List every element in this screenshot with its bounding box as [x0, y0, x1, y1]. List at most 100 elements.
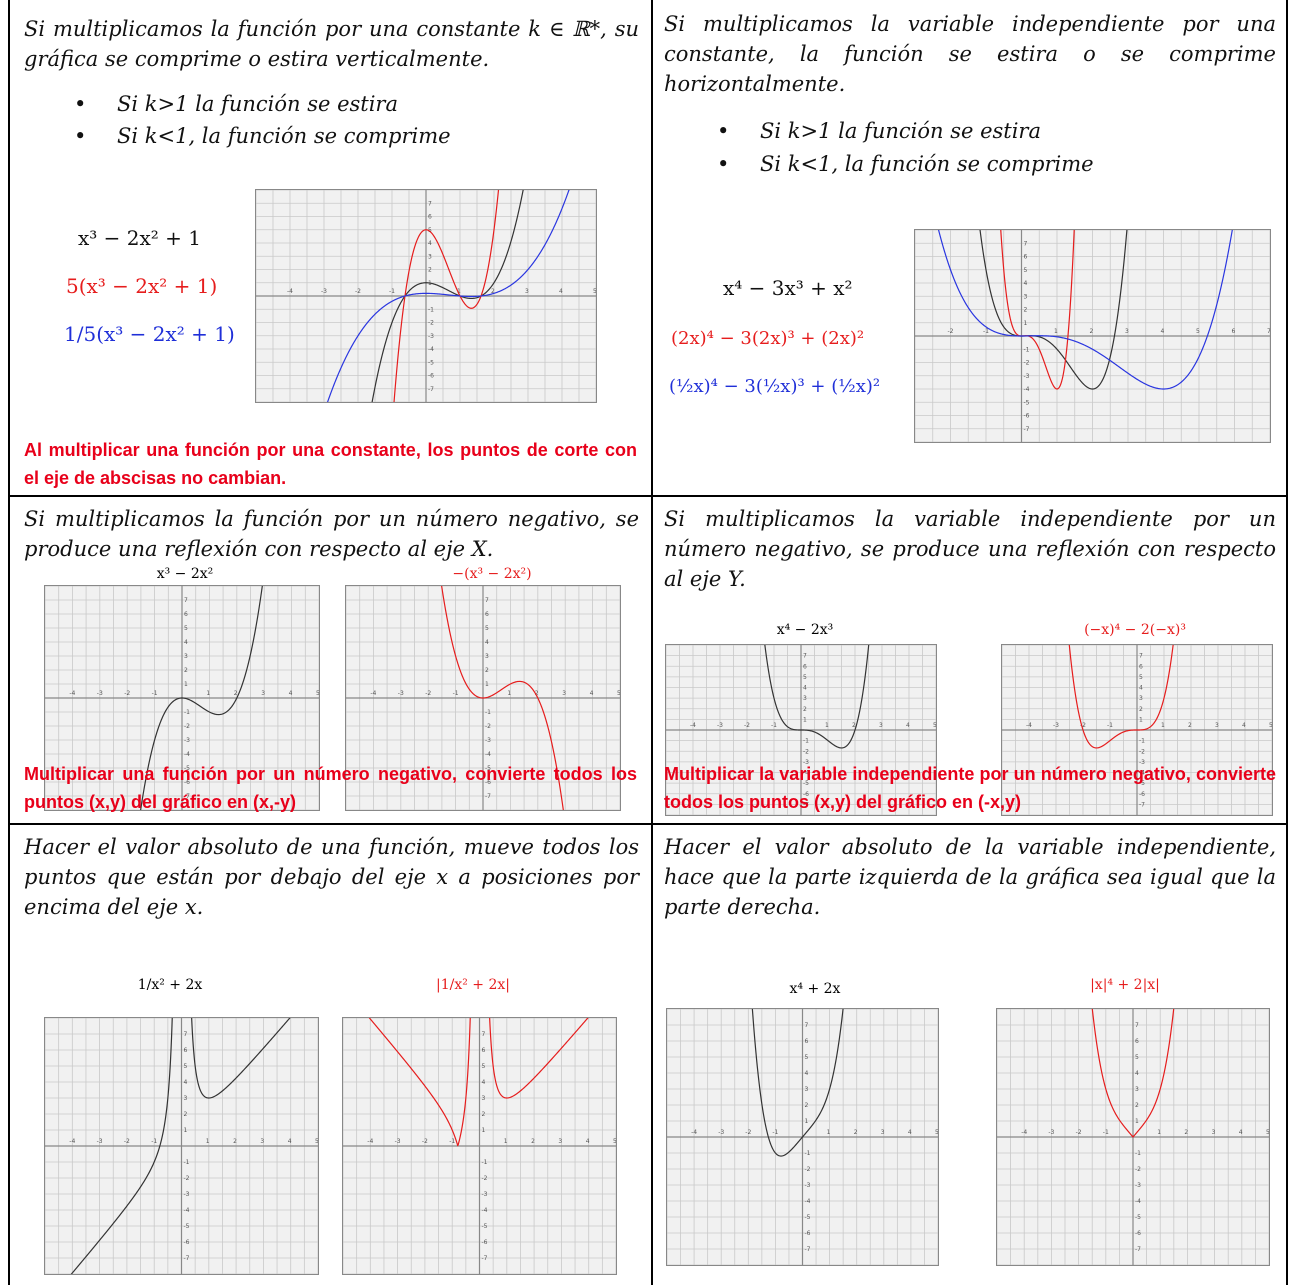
x-tick-label: -1 — [771, 722, 777, 729]
y-tick-label: -6 — [184, 779, 190, 786]
cell-horizontal-scaling-bullet-2: • Si k<1, la función se comprime — [717, 152, 1094, 176]
y-tick-label: -3 — [1135, 1182, 1141, 1189]
y-tick-label: 2 — [805, 1102, 809, 1109]
y-tick-label: 3 — [1135, 1086, 1139, 1093]
x-tick-label: 2 — [1188, 722, 1192, 729]
x-tick-label: -3 — [97, 1138, 103, 1145]
x-tick-label: 2 — [234, 690, 238, 697]
y-tick-label: -2 — [803, 748, 809, 755]
x-tick-label: 4 — [288, 1138, 292, 1145]
y-tick-label: -3 — [482, 1191, 488, 1198]
y-tick-label: -1 — [1024, 346, 1030, 353]
table-border-left — [8, 0, 10, 1285]
y-tick-label: -2 — [482, 1175, 488, 1182]
y-tick-label: 5 — [805, 1054, 809, 1061]
y-tick-label: -2 — [184, 1175, 190, 1182]
x-tick-label: 5 — [613, 1138, 616, 1145]
x-tick-label: 6 — [1232, 328, 1236, 335]
y-tick-label: -7 — [1024, 426, 1030, 433]
y-tick-label: -1 — [482, 1159, 488, 1166]
x-tick-label: -2 — [425, 690, 431, 697]
curve-f2 — [979, 230, 1128, 390]
y-tick-label: -2 — [485, 723, 491, 730]
x-tick-label: 2 — [531, 1138, 535, 1145]
curve-f1x5 — [393, 190, 500, 402]
y-tick-label: 3 — [485, 653, 489, 660]
y-tick-label: 6 — [1139, 663, 1143, 670]
formula-quartic-2x: (2x)⁴ − 3(2x)³ + (2x)² — [671, 328, 865, 349]
x-tick-label: 3 — [260, 1138, 264, 1145]
y-tick-label: 3 — [428, 253, 432, 260]
x-tick-label: -4 — [1026, 722, 1032, 729]
y-tick-label: -6 — [803, 791, 809, 798]
graph-quartic-neg-x: -4 -3 -2 -1 1 2 3 4 5 -7 -6 -5 -4 -3 -2 -1 1 2 3 4 5 6 7 — [1001, 644, 1273, 816]
y-tick-label: 5 — [1024, 267, 1028, 274]
y-tick-label: 7 — [1139, 653, 1143, 660]
y-tick-label: -2 — [428, 320, 434, 327]
graph-title-reciprocal: 1/x² + 2x — [137, 977, 203, 993]
y-tick-label: -2 — [1024, 360, 1030, 367]
y-tick-label: 5 — [482, 1063, 486, 1070]
y-tick-label: -7 — [803, 801, 809, 808]
x-tick-label: -3 — [1053, 722, 1059, 729]
y-tick-label: 7 — [184, 1031, 188, 1038]
x-tick-label: -3 — [97, 690, 103, 697]
x-tick-label: 3 — [1212, 1129, 1216, 1136]
x-tick-label: -3 — [398, 690, 404, 697]
y-tick-label: 6 — [184, 611, 188, 618]
x-tick-label: -1 — [983, 328, 989, 335]
y-tick-label: 3 — [803, 695, 807, 702]
x-tick-label: 4 — [586, 1138, 590, 1145]
y-tick-label: -4 — [184, 1207, 190, 1214]
x-tick-label: -2 — [124, 1138, 130, 1145]
x-tick-label: 2 — [1090, 328, 1094, 335]
y-tick-label: 6 — [1135, 1038, 1139, 1045]
x-tick-label: 3 — [879, 722, 883, 729]
y-tick-label: 4 — [485, 639, 489, 646]
x-tick-label: -2 — [948, 328, 954, 335]
y-tick-label: -1 — [1139, 738, 1145, 745]
formula-div-5: 1/5(x³ − 2x² + 1) — [64, 322, 235, 346]
bullet-text: Si k>1 la función se estira — [117, 92, 398, 116]
x-tick-label: 3 — [558, 1138, 562, 1145]
curve-f4neg — [1068, 645, 1174, 749]
x-tick-label: -1 — [151, 1138, 157, 1145]
curve-f3neg — [441, 586, 564, 810]
y-tick-label: 4 — [482, 1079, 486, 1086]
curve-f1d5 — [326, 190, 570, 402]
curve-f6 — [751, 1009, 844, 1157]
y-tick-label: -6 — [1024, 413, 1030, 420]
y-tick-label: 4 — [184, 1079, 188, 1086]
y-tick-label: -1 — [805, 1150, 811, 1157]
x-tick-label: 1 — [206, 1138, 210, 1145]
y-tick-label: 7 — [803, 653, 807, 660]
y-tick-label: -2 — [1135, 1166, 1141, 1173]
y-tick-label: -7 — [1139, 801, 1145, 808]
y-tick-label: 4 — [803, 685, 807, 692]
x-tick-label: -2 — [124, 690, 130, 697]
y-tick-label: -3 — [805, 1182, 811, 1189]
y-tick-label: 2 — [428, 267, 432, 274]
x-tick-label: 4 — [1161, 328, 1165, 335]
y-tick-label: -7 — [805, 1246, 811, 1253]
x-tick-label: -1 — [1103, 1129, 1109, 1136]
x-tick-label: -1 — [449, 1138, 455, 1145]
cell-vertical-scaling-text: Si multiplicamos la función por una cons… — [24, 17, 639, 71]
x-tick-label: -3 — [395, 1138, 401, 1145]
y-tick-label: -4 — [428, 346, 434, 353]
x-tick-label: 4 — [590, 690, 594, 697]
x-tick-label: -1 — [1107, 722, 1113, 729]
y-tick-label: 2 — [485, 667, 489, 674]
y-tick-label: -3 — [803, 759, 809, 766]
y-tick-label: -1 — [184, 1159, 190, 1166]
y-tick-label: -6 — [485, 779, 491, 786]
y-tick-label: 7 — [1135, 1022, 1139, 1029]
y-tick-label: 4 — [805, 1070, 809, 1077]
table-border-right — [1286, 0, 1288, 1285]
